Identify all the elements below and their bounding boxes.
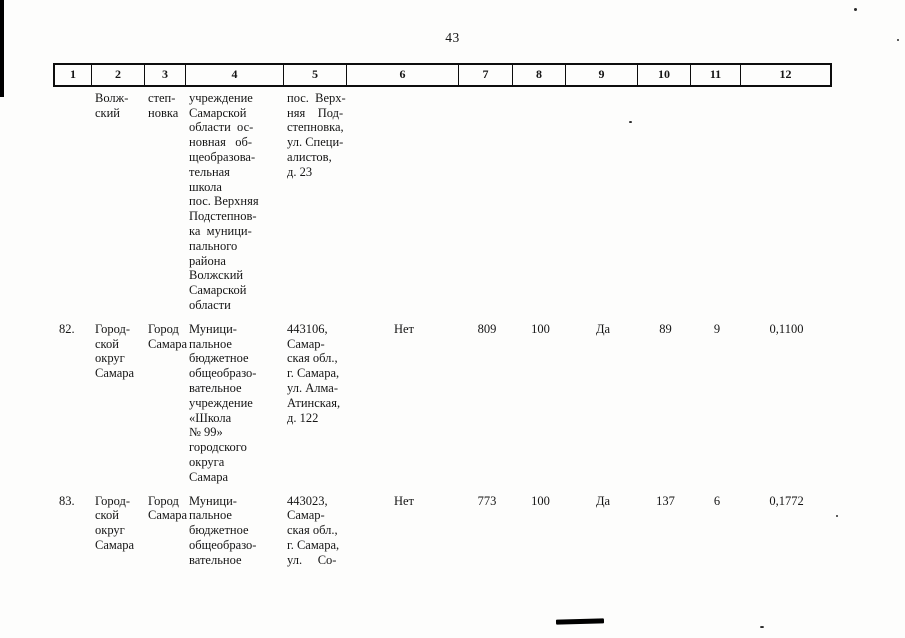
cell-col1: 82. bbox=[59, 321, 75, 336]
cell-col8 bbox=[513, 91, 566, 313]
scan-artifact-left-bar bbox=[0, 0, 4, 97]
cell-col7: 809 bbox=[477, 321, 497, 336]
cell-col9 bbox=[566, 91, 638, 313]
table-header-cell: 12 bbox=[779, 67, 792, 81]
scan-speck bbox=[760, 626, 764, 628]
table-row-continuation: Волж- ский степ- новка учреждение Самарс… bbox=[55, 91, 830, 313]
cell-col3: Город Самара bbox=[148, 321, 188, 351]
cell-col1 bbox=[55, 91, 92, 313]
table-header-cell: 9 bbox=[566, 65, 638, 85]
cell-col10: 137 bbox=[656, 493, 675, 508]
table-header-cell: 5 bbox=[284, 65, 347, 85]
cell-col10: 89 bbox=[659, 321, 672, 336]
table-row-82: 82. Город- ской округ Самара Город Самар… bbox=[55, 322, 830, 485]
table-header-cell: 7 bbox=[459, 65, 513, 85]
table-header-cell: 2 bbox=[92, 65, 145, 85]
scan-speck bbox=[629, 121, 632, 123]
cell-col7: 773 bbox=[477, 493, 497, 508]
cell-col11: 9 bbox=[713, 321, 721, 336]
table-header-cell: 4 bbox=[186, 65, 284, 85]
cell-col3: Город Самара bbox=[148, 493, 188, 523]
cell-col9: Да bbox=[595, 493, 611, 508]
scan-speck bbox=[854, 8, 857, 11]
cell-col7 bbox=[459, 91, 513, 313]
table-header-row: 1 2 3 4 5 6 7 8 9 10 11 12 bbox=[53, 63, 832, 87]
cell-col1: 83. bbox=[59, 493, 75, 508]
cell-col6: Нет bbox=[393, 321, 415, 336]
cell-col4: Муници- пальное бюджетное общеобразо- ва… bbox=[189, 493, 257, 567]
cell-col6: Нет bbox=[393, 493, 415, 508]
table-header-cell: 3 bbox=[145, 65, 186, 85]
table-header-cell: 10 bbox=[638, 65, 691, 85]
cell-col10 bbox=[638, 91, 691, 313]
cell-col12: 0,1100 bbox=[769, 321, 804, 336]
page-number: 43 bbox=[445, 30, 460, 45]
cell-col12: 0,1772 bbox=[769, 493, 804, 508]
cell-col4: Муници- пальное бюджетное общеобразо- ва… bbox=[189, 321, 257, 484]
cell-col12 bbox=[741, 91, 830, 313]
cell-col2: Город- ской округ Самара bbox=[95, 321, 135, 381]
scan-speck bbox=[897, 39, 899, 41]
table-header-cell: 1 bbox=[55, 65, 92, 85]
table-body: Волж- ский степ- новка учреждение Самарс… bbox=[55, 91, 830, 568]
table-header-cell: 11 bbox=[691, 65, 741, 85]
cell-col5: 443106, Самар- ская обл., г. Самара, ул.… bbox=[287, 321, 341, 425]
cell-col2: Волж- ский bbox=[95, 90, 129, 120]
cell-col5: 443023, Самар- ская обл., г. Самара, ул.… bbox=[287, 493, 340, 567]
table-row-83: 83. Город- ской округ Самара Город Самар… bbox=[55, 494, 830, 568]
cell-col8: 100 bbox=[531, 321, 550, 336]
table-header-cell: 8 bbox=[513, 65, 566, 85]
table-header-cell: 6 bbox=[347, 65, 459, 85]
cell-col2: Город- ской округ Самара bbox=[95, 493, 135, 552]
cell-col3: степ- новка bbox=[148, 90, 179, 120]
cell-col6 bbox=[347, 91, 459, 313]
scan-speck bbox=[836, 515, 838, 517]
cell-col11 bbox=[691, 91, 741, 313]
cell-col8: 100 bbox=[531, 493, 550, 508]
cell-col9: Да bbox=[595, 321, 611, 336]
scan-artifact-bottom-dash bbox=[555, 618, 605, 625]
cell-col11: 6 bbox=[713, 493, 721, 508]
cell-col5: пос. Верх- няя Под- степновка, ул. Специ… bbox=[287, 90, 346, 179]
cell-col4: учреждение Самарской области ос- новная … bbox=[189, 90, 259, 312]
data-table: 1 2 3 4 5 6 7 8 9 10 11 12 Волж- ский ст… bbox=[53, 63, 832, 568]
